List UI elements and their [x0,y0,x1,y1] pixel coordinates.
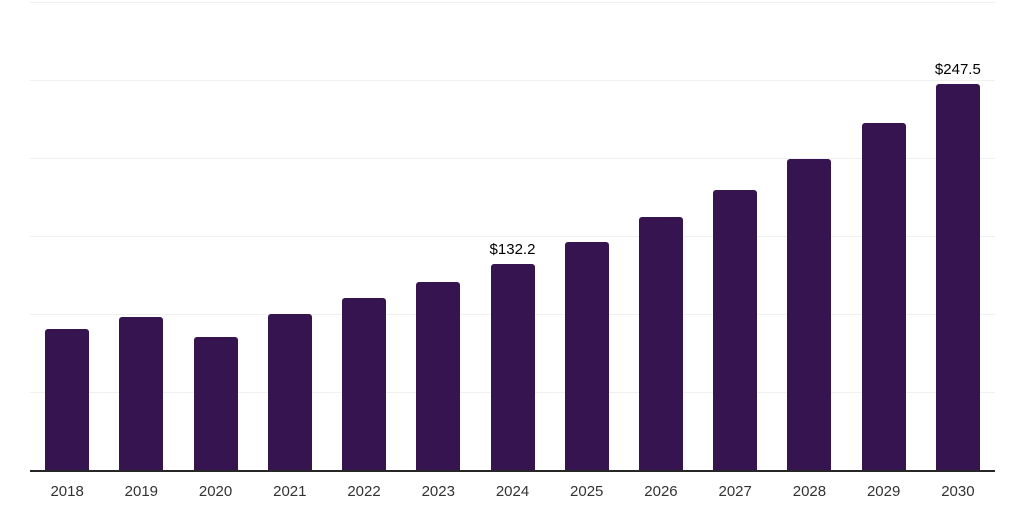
x-tick-label-2022: 2022 [347,483,381,500]
bar-2023 [416,282,461,470]
gridline-250 [30,80,995,81]
x-tick-label-2019: 2019 [124,483,159,500]
bar-2024 [490,263,535,470]
bar-2025 [564,241,609,470]
bar-2021 [267,314,312,470]
x-tick-label-2025: 2025 [570,483,604,500]
x-tick-label-2021: 2021 [273,483,307,500]
data-label-2030: $247.5 [934,60,981,78]
x-tick-label-2020: 2020 [198,483,233,500]
bar-2028 [787,158,832,470]
bar-2022 [342,297,387,470]
gridline-150 [30,236,995,237]
x-tick-label-2028: 2028 [792,483,827,500]
gridline-200 [30,158,995,159]
x-tick-label-2027: 2027 [718,483,752,500]
x-tick-label-2029: 2029 [866,483,901,500]
bar-2029 [861,122,906,470]
plot-area: $132.2 $247.5 [30,0,995,472]
x-tick-label-2026: 2026 [644,483,678,500]
x-tick-label-2030: 2030 [941,483,975,500]
x-tick-label-2024: 2024 [495,483,530,500]
bar-2018 [45,328,90,470]
bar-2030 [935,83,980,470]
gridline-300 [30,2,995,3]
x-tick-label-2018: 2018 [50,483,84,500]
x-tick-label-2023: 2023 [421,483,455,500]
bar-2026 [638,216,683,470]
bar-2020 [193,336,238,470]
bar-2019 [119,316,164,470]
bar-2027 [713,189,758,470]
x-axis: 2018 2019 2020 2021 2022 2023 2024 2025 2026 2027… [30,483,995,507]
data-label-2024: $132.2 [489,240,536,258]
